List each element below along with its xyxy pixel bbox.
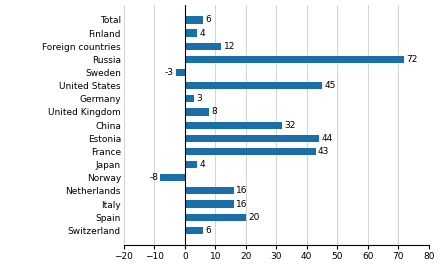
Bar	[185, 16, 203, 24]
Bar	[185, 214, 246, 221]
Text: 32: 32	[285, 120, 296, 130]
Text: 16: 16	[236, 186, 247, 195]
Text: 72: 72	[407, 55, 418, 64]
Bar	[185, 148, 316, 155]
Text: 4: 4	[199, 29, 205, 38]
Bar	[185, 161, 197, 168]
Text: 6: 6	[205, 16, 211, 24]
Text: 12: 12	[224, 42, 235, 51]
Text: 3: 3	[196, 94, 202, 103]
Bar	[185, 187, 233, 194]
Text: 4: 4	[199, 160, 205, 169]
Bar	[185, 56, 404, 63]
Text: 44: 44	[321, 134, 332, 143]
Text: 6: 6	[205, 226, 211, 235]
Bar	[175, 69, 185, 76]
Text: -8: -8	[149, 173, 158, 182]
Bar	[185, 227, 203, 234]
Text: 20: 20	[248, 213, 259, 222]
Bar	[185, 82, 322, 89]
Text: 16: 16	[236, 199, 247, 209]
Text: 45: 45	[324, 81, 335, 90]
Bar	[185, 122, 282, 129]
Bar	[185, 43, 221, 50]
Text: 43: 43	[318, 147, 329, 156]
Bar	[185, 200, 233, 208]
Bar	[185, 135, 319, 142]
Bar	[185, 95, 194, 103]
Bar	[185, 29, 197, 37]
Bar	[160, 174, 185, 181]
Text: -3: -3	[164, 68, 173, 77]
Bar	[185, 108, 209, 116]
Text: 8: 8	[211, 107, 217, 116]
